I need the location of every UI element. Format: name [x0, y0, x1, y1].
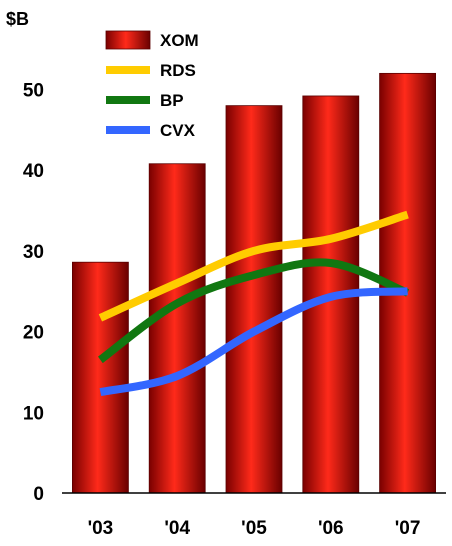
bar-xom [72, 261, 129, 494]
x-tick-label: '06 [318, 518, 344, 539]
legend-label-rds: RDS [160, 61, 196, 80]
legend: XOM RDS BP CVX [105, 30, 199, 140]
line-cvx [99, 287, 408, 397]
line-rds [98, 210, 409, 322]
bar-xom [225, 105, 283, 494]
legend-label-bp: BP [160, 91, 184, 110]
y-tick-label: 0 [33, 484, 44, 505]
x-axis-tick-labels: '03 '04 '05 '06 '07 [88, 518, 421, 539]
line-bp [98, 258, 410, 364]
legend-label-cvx: CVX [160, 121, 196, 140]
y-tick-label: 30 [23, 242, 44, 263]
y-tick-label: 10 [23, 403, 44, 424]
y-axis-tick-labels: 0 10 20 30 40 50 [23, 81, 44, 506]
y-axis-unit-label: $B [6, 9, 29, 29]
y-tick-label: 20 [23, 323, 44, 344]
xom-bars [72, 72, 437, 494]
legend-swatch-xom [105, 30, 151, 50]
bar-xom [148, 163, 206, 494]
y-tick-label: 50 [23, 81, 44, 102]
legend-label-xom: XOM [160, 31, 199, 50]
series-lines [98, 210, 410, 397]
y-tick-label: 40 [23, 161, 44, 182]
x-tick-label: '05 [241, 518, 267, 539]
x-tick-label: '07 [395, 518, 421, 539]
x-tick-label: '04 [164, 518, 190, 539]
x-tick-label: '03 [88, 518, 114, 539]
